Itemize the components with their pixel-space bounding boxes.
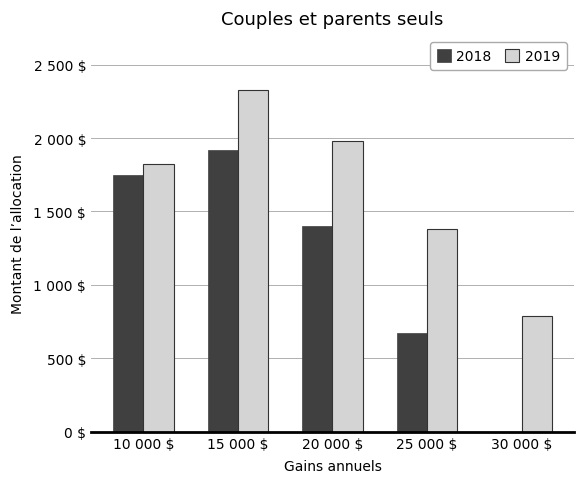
X-axis label: Gains annuels: Gains annuels [284, 459, 381, 473]
Bar [238, 91, 268, 432]
Bar [427, 229, 457, 432]
Bar [302, 227, 332, 432]
Y-axis label: Montant de l’allocation: Montant de l’allocation [11, 154, 25, 314]
Bar [332, 142, 363, 432]
Legend: 2018, 2019: 2018, 2019 [430, 43, 567, 71]
Bar [397, 333, 427, 432]
Bar [113, 175, 143, 432]
Bar [143, 165, 174, 432]
Bar [522, 316, 552, 432]
Bar [208, 151, 238, 432]
Title: Couples et parents seuls: Couples et parents seuls [221, 11, 443, 29]
